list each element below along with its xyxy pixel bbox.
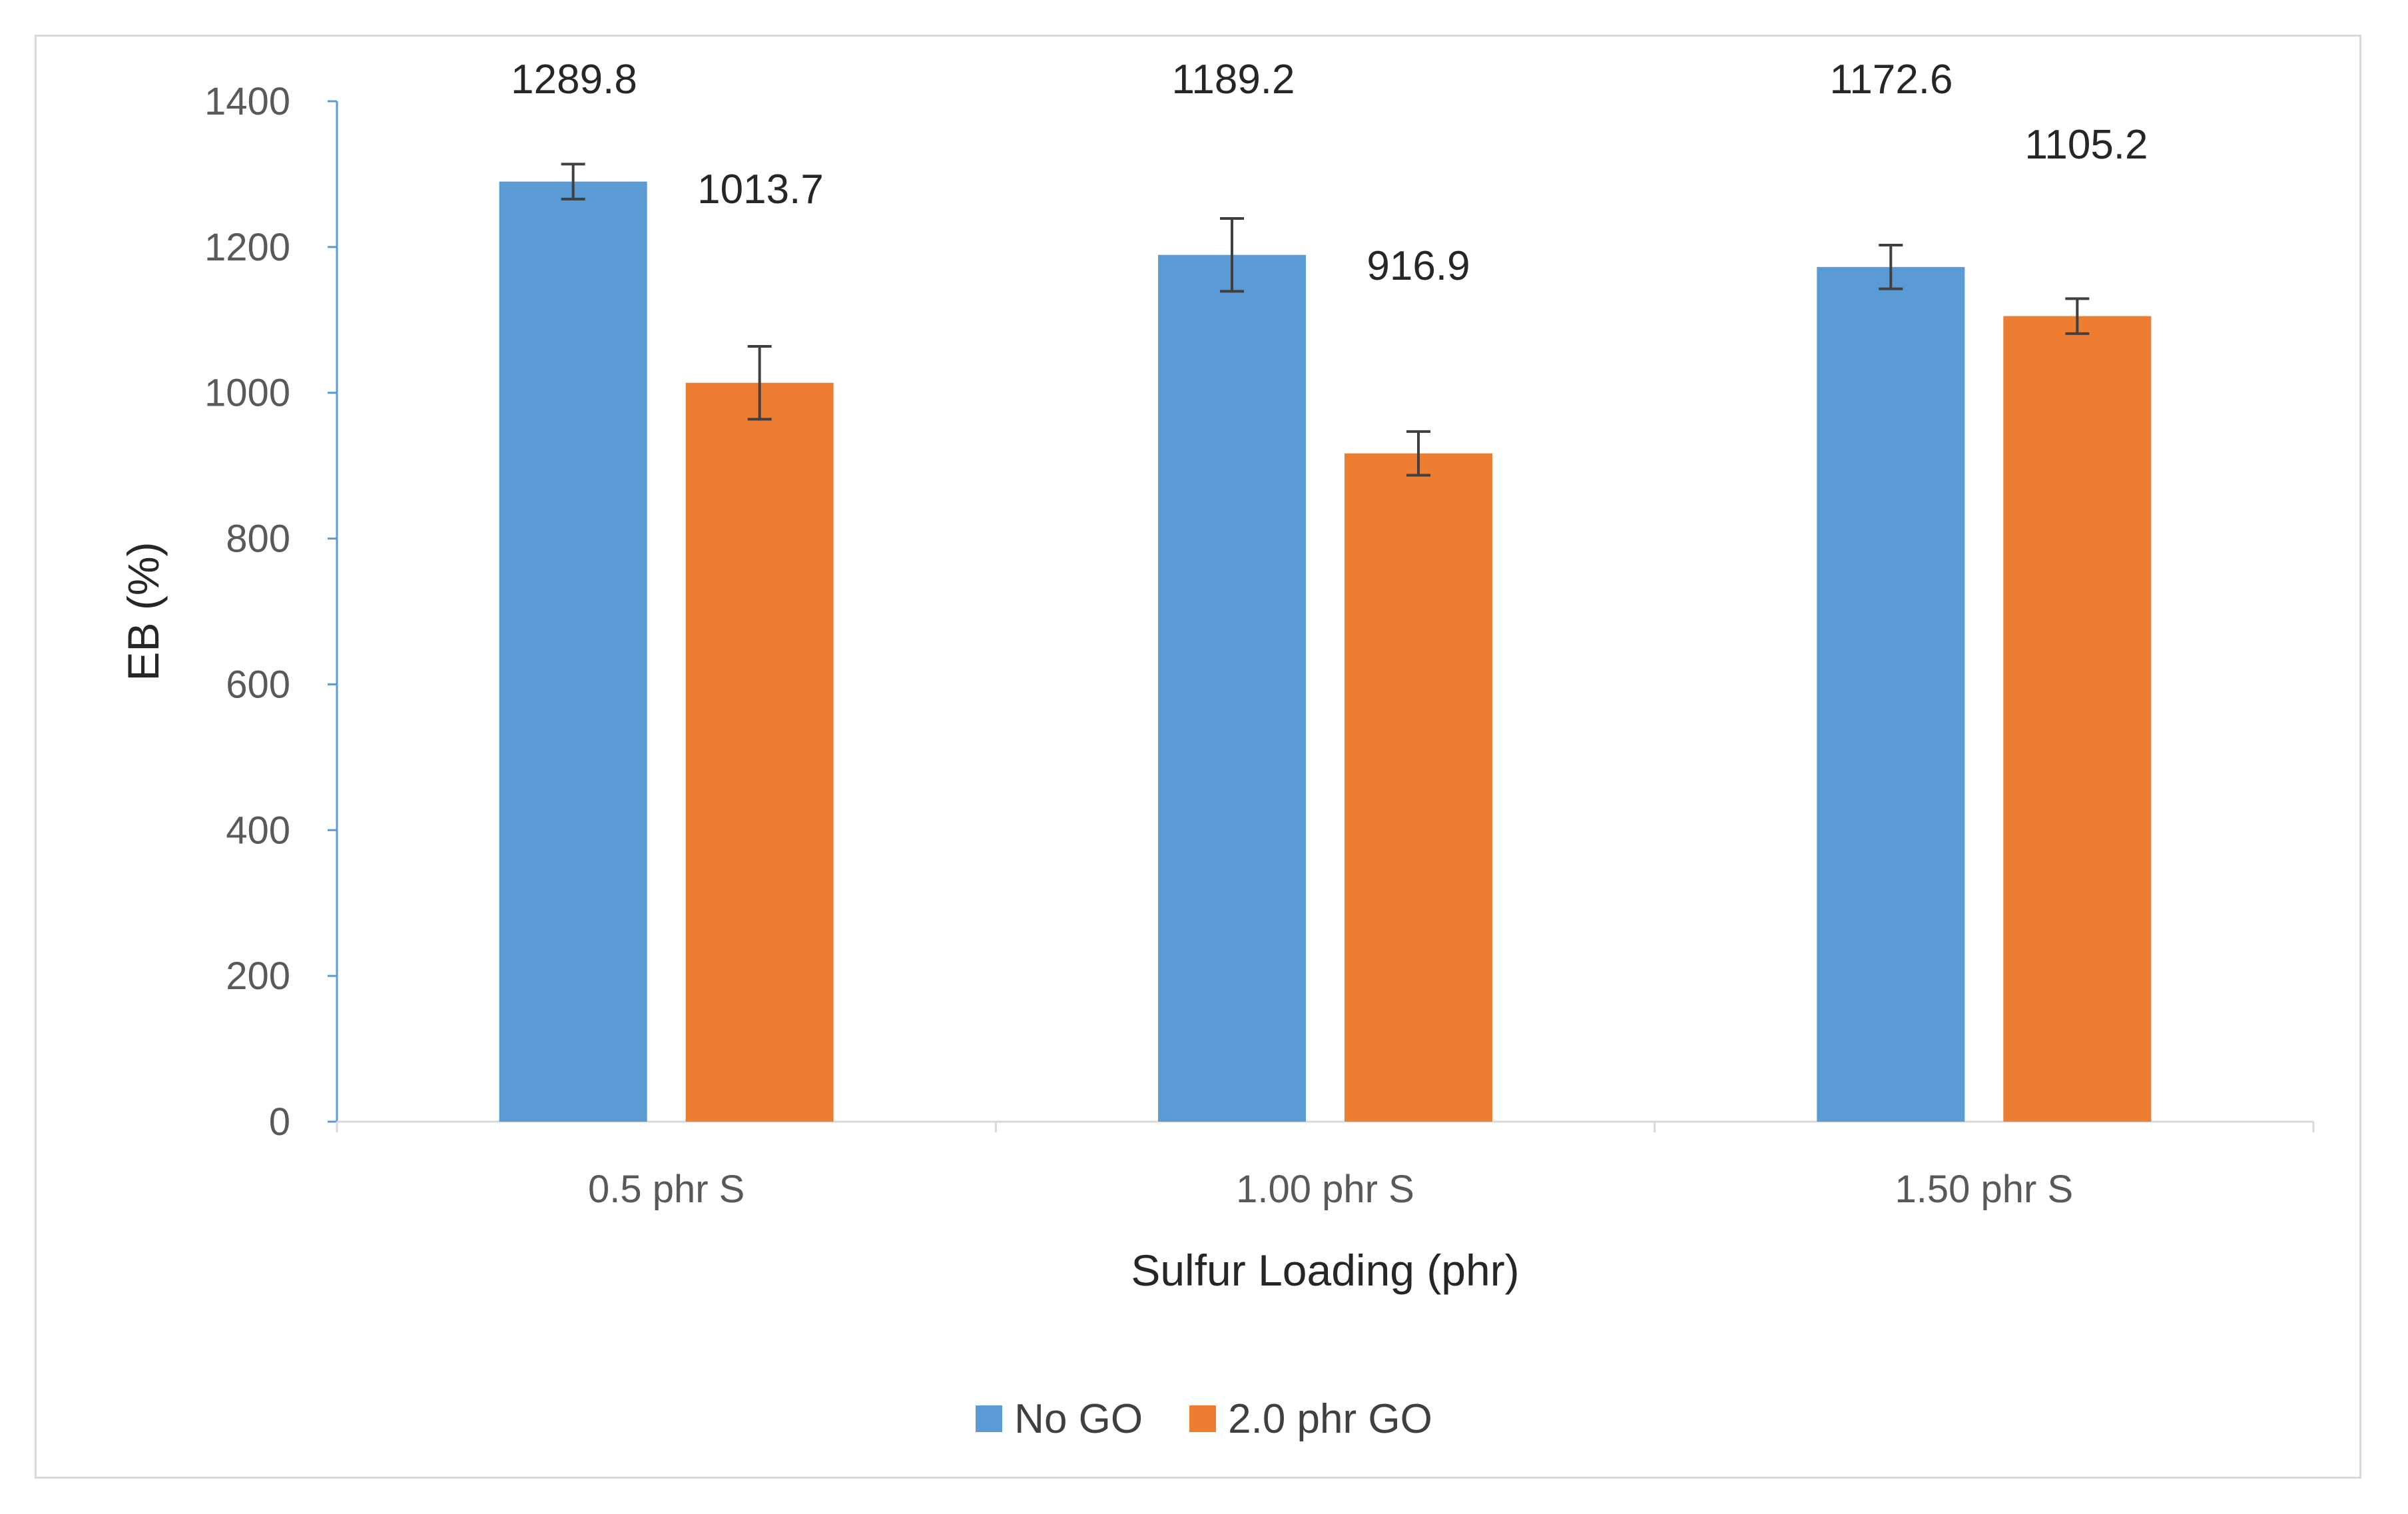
y-tick-label-0: 0 — [269, 1100, 290, 1144]
y-tick-label-5: 1000 — [204, 372, 290, 415]
bar-0-2 — [1817, 266, 1965, 1122]
data-label-1-2: 1105.2 — [2024, 122, 2148, 168]
y-tick-label-4: 800 — [226, 518, 290, 561]
bar-1-1 — [1345, 453, 1492, 1122]
bar-1-0 — [685, 382, 834, 1122]
legend-item-no-go: No GO — [976, 1395, 1143, 1443]
y-tick-label-7: 1400 — [204, 80, 290, 123]
legend-label-go: 2.0 phr GO — [1228, 1395, 1432, 1442]
legend-swatch-go — [1189, 1405, 1217, 1432]
bar-1-2 — [2003, 316, 2152, 1122]
x-tick-label-2: 1.50 phr S — [1895, 1168, 2074, 1211]
data-label-1-0: 1013.7 — [697, 167, 824, 212]
legend-label-no-go: No GO — [1014, 1395, 1143, 1442]
x-tick-label-0: 0.5 phr S — [588, 1168, 745, 1211]
data-label-0-0: 1289.8 — [511, 57, 637, 103]
bar-0-0 — [499, 181, 647, 1122]
bar-0-1 — [1158, 254, 1306, 1122]
y-axis-title: EB (%) — [119, 542, 168, 681]
y-tick-label-6: 1200 — [204, 226, 290, 269]
data-label-0-2: 1172.6 — [1829, 57, 1953, 103]
x-axis-title: Sulfur Loading (phr) — [1131, 1246, 1519, 1295]
y-tick-label-1: 200 — [226, 954, 290, 998]
legend-swatch-no-go — [976, 1405, 1003, 1432]
x-tick-label-1: 1.00 phr S — [1236, 1168, 1414, 1211]
y-tick-label-3: 600 — [226, 663, 290, 706]
data-label-1-1: 916.9 — [1366, 243, 1470, 289]
data-label-0-1: 1189.2 — [1171, 57, 1295, 103]
y-tick-label-2: 400 — [226, 809, 290, 852]
legend: No GO 2.0 phr GO — [0, 1389, 2408, 1449]
legend-item-go: 2.0 phr GO — [1189, 1395, 1432, 1443]
